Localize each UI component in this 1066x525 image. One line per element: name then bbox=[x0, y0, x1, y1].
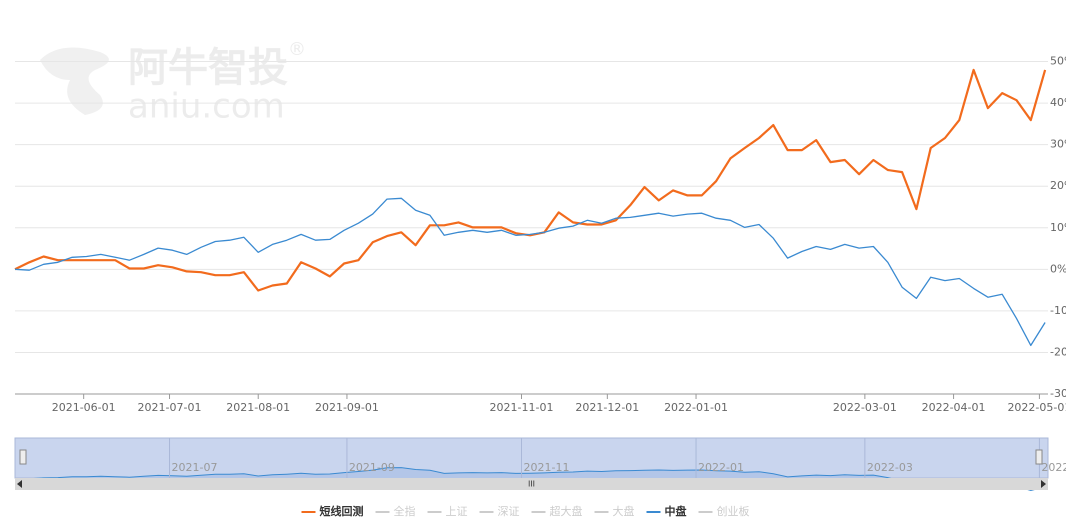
scrollbar bbox=[15, 478, 1048, 490]
zoom-label: 2022-03 bbox=[867, 461, 913, 474]
watermark-brand: 阿牛智投 bbox=[128, 45, 288, 91]
zoom-line bbox=[14, 467, 1046, 492]
x-tick-label: 2021-11-01 bbox=[490, 401, 554, 414]
legend-label[interactable]: 全指 bbox=[394, 504, 416, 518]
y-tick-label: 30% bbox=[1050, 138, 1066, 151]
zoom-label: 2021-11 bbox=[523, 461, 569, 474]
legend-label[interactable]: 中盘 bbox=[665, 504, 687, 518]
scroll-right[interactable] bbox=[1041, 480, 1046, 488]
scroll-grip: III bbox=[528, 480, 535, 489]
series-line bbox=[14, 68, 1047, 292]
legend-label[interactable]: 创业板 bbox=[717, 504, 750, 518]
zoom-label: 2022-01 bbox=[698, 461, 744, 474]
series-line bbox=[14, 197, 1046, 347]
legend-label[interactable]: 短线回测 bbox=[320, 504, 364, 518]
x-tick-label: 2022-05-01 bbox=[1007, 401, 1066, 414]
y-tick-label: 20% bbox=[1050, 179, 1066, 192]
y-tick-label: 50% bbox=[1050, 55, 1066, 68]
zoom-label: 2022-05 bbox=[1041, 461, 1066, 474]
legend-label[interactable]: 大盘 bbox=[613, 504, 635, 518]
legend-label[interactable]: 深证 bbox=[498, 505, 520, 518]
scroll-left[interactable] bbox=[17, 480, 22, 488]
watermark-mark: ® bbox=[288, 39, 306, 60]
x-tick-label: 2022-03-01 bbox=[833, 401, 897, 414]
x-tick-label: 2022-04-01 bbox=[922, 401, 986, 414]
x-tick-label: 2022-01-01 bbox=[664, 401, 728, 414]
x-tick-label: 2021-12-01 bbox=[575, 401, 639, 414]
zoom-label: 2021-09 bbox=[349, 461, 395, 474]
zoom-label: 2021-07 bbox=[172, 461, 218, 474]
zoom-handle[interactable] bbox=[1035, 449, 1043, 465]
y-tick-label: -10% bbox=[1050, 304, 1066, 317]
zoom-window bbox=[14, 437, 1049, 479]
x-tick-label: 2021-07-01 bbox=[138, 401, 202, 414]
y-tick-label: 10% bbox=[1050, 221, 1066, 234]
legend-label[interactable]: 超大盘 bbox=[550, 504, 583, 518]
y-tick-label: 40% bbox=[1050, 96, 1066, 109]
y-tick-label: -20% bbox=[1050, 345, 1066, 358]
zoom-handle[interactable] bbox=[19, 449, 27, 465]
y-tick-label: -30% bbox=[1050, 387, 1066, 400]
watermark-site: aniu.com bbox=[128, 87, 285, 127]
y-tick-label: 0% bbox=[1050, 262, 1066, 275]
legend: 短线回测 全指 上证 深证 超大盘 大盘 中盘 创业板 bbox=[301, 504, 750, 518]
x-tick-label: 2021-08-01 bbox=[226, 401, 290, 414]
x-tick-label: 2021-06-01 bbox=[52, 401, 116, 414]
legend-label[interactable]: 上证 bbox=[446, 505, 468, 518]
watermark-logo bbox=[40, 47, 109, 115]
x-tick-label: 2021-09-01 bbox=[315, 401, 379, 414]
